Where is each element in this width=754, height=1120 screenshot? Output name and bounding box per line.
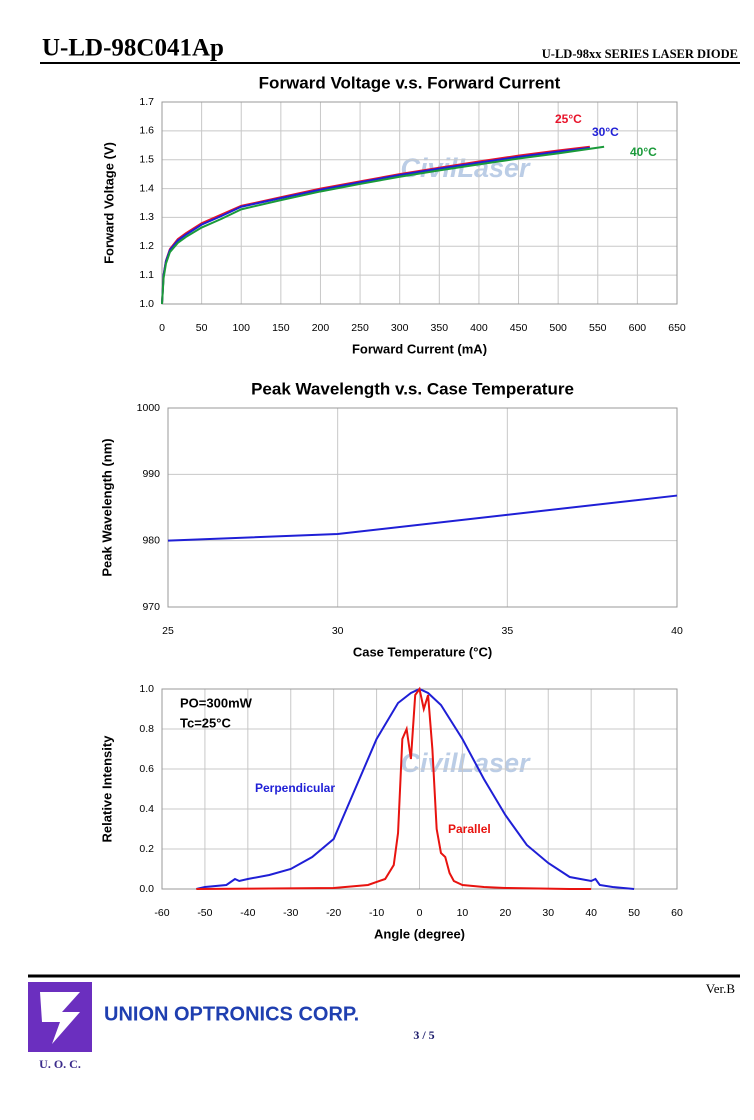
x-tick-label: 35: [501, 625, 513, 637]
logo-text: U. O. C.: [39, 1057, 81, 1071]
x-tick-label: 350: [431, 322, 449, 334]
y-tick-label: 0.6: [139, 763, 154, 775]
y-axis-label: Relative Intensity: [99, 735, 114, 843]
y-tick-label: 1.6: [139, 125, 154, 137]
data-line: [196, 686, 592, 890]
x-tick-label: 40: [585, 907, 597, 919]
x-tick-label: 450: [510, 322, 528, 334]
series-label: 40°C: [630, 145, 657, 159]
header-series: U-LD-98xx SERIES LASER DIODE: [542, 47, 738, 61]
x-tick-label: 650: [668, 322, 686, 334]
page-number: 3 / 5: [413, 1028, 434, 1042]
header-title: U-LD-98C041Ap: [42, 35, 224, 62]
series-label: 25°C: [555, 112, 582, 126]
x-tick-label: 50: [196, 322, 208, 334]
series-label: Parallel: [448, 822, 491, 836]
y-tick-label: 1.0: [139, 298, 154, 310]
x-tick-label: 0: [159, 322, 165, 334]
x-axis-label: Forward Current (mA): [352, 341, 487, 356]
x-tick-label: 250: [351, 322, 369, 334]
x-tick-label: 200: [312, 322, 330, 334]
x-tick-label: -30: [283, 907, 298, 919]
y-tick-label: 1.4: [139, 182, 154, 194]
x-tick-label: 550: [589, 322, 607, 334]
x-tick-label: 0: [417, 907, 423, 919]
x-tick-label: 10: [457, 907, 469, 919]
x-tick-label: 20: [499, 907, 511, 919]
y-tick-label: 1.7: [139, 96, 154, 108]
x-tick-label: 30: [542, 907, 554, 919]
plot-frame: [161, 101, 678, 305]
y-axis-label: Peak Wavelength (nm): [99, 438, 114, 576]
x-axis-label: Case Temperature (°C): [353, 644, 492, 659]
series-label: 30°C: [592, 125, 619, 139]
y-tick-label: 0.4: [139, 803, 154, 815]
y-tick-label: 980: [142, 534, 160, 546]
x-tick-label: 600: [629, 322, 647, 334]
y-tick-label: 970: [142, 601, 160, 613]
version: Ver.B: [706, 981, 736, 996]
x-tick-label: 100: [232, 322, 250, 334]
x-tick-label: -50: [197, 907, 212, 919]
series-label: Perpendicular: [255, 781, 335, 795]
x-tick-label: 150: [272, 322, 290, 334]
plot-frame: [167, 407, 678, 608]
logo: [28, 982, 92, 1052]
x-tick-label: 30: [332, 625, 344, 637]
annotation: Tc=25°C: [180, 715, 231, 730]
annotation: PO=300mW: [180, 695, 253, 710]
x-tick-label: -60: [154, 907, 169, 919]
chart-title: Forward Voltage v.s. Forward Current: [259, 73, 561, 92]
y-tick-label: 0.8: [139, 723, 154, 735]
x-axis-label: Angle (degree): [374, 926, 465, 941]
y-tick-label: 1.5: [139, 153, 154, 165]
x-tick-label: 40: [671, 625, 683, 637]
x-tick-label: 60: [671, 907, 683, 919]
y-tick-label: 1.2: [139, 240, 154, 252]
x-tick-label: -40: [240, 907, 255, 919]
watermark: CivilLaser: [400, 748, 531, 778]
x-tick-label: -20: [326, 907, 341, 919]
x-tick-label: 300: [391, 322, 409, 334]
x-tick-label: -10: [369, 907, 384, 919]
x-tick-label: 400: [470, 322, 488, 334]
y-tick-label: 1.3: [139, 211, 154, 223]
chart-title: Peak Wavelength v.s. Case Temperature: [251, 379, 574, 398]
company: UNION OPTRONICS CORP.: [104, 1003, 359, 1025]
data-line: [167, 494, 678, 542]
y-tick-label: 1000: [137, 402, 161, 414]
x-tick-label: 50: [628, 907, 640, 919]
y-tick-label: 0.0: [139, 883, 154, 895]
data-line: [196, 687, 635, 890]
x-tick-label: 500: [549, 322, 567, 334]
y-tick-label: 1.0: [139, 683, 154, 695]
y-tick-label: 0.2: [139, 843, 154, 855]
x-tick-label: 25: [162, 625, 174, 637]
y-tick-label: 990: [142, 468, 160, 480]
data-line: [161, 145, 605, 305]
y-tick-label: 1.1: [139, 269, 154, 281]
y-axis-label: Forward Voltage (V): [101, 142, 116, 264]
